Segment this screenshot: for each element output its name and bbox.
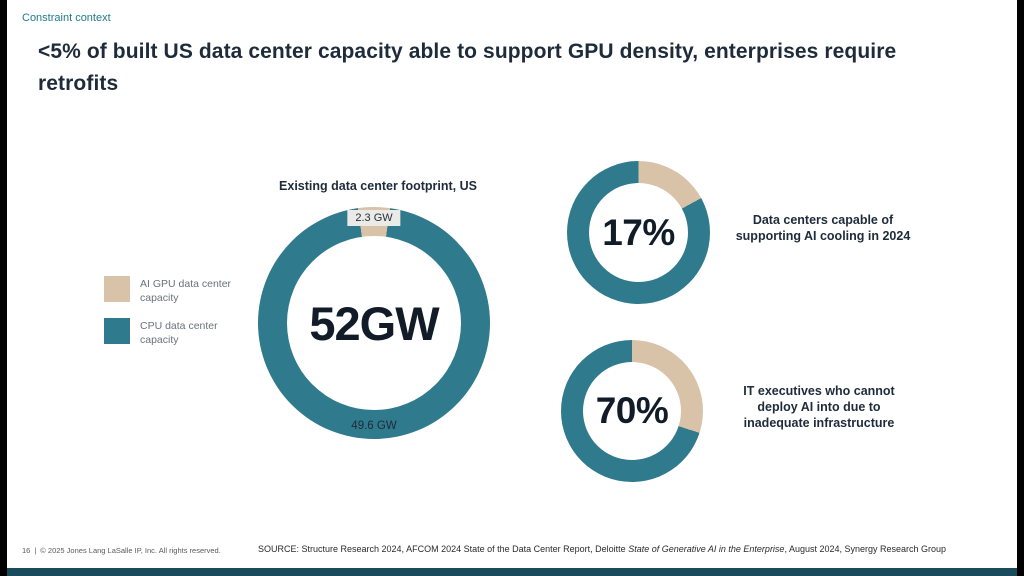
footer-copyright: 16 | © 2025 Jones Lang LaSalle IP, Inc. Al… <box>22 546 221 555</box>
legend-swatch-ai-gpu <box>104 276 130 302</box>
donut-center-value-footprint: 52GW <box>309 296 439 350</box>
donut-chart-footprint: 52GW 2.3 GW 49.6 GW <box>258 207 490 439</box>
source-text-suffix: , August 2024, Synergy Research Group <box>784 544 947 554</box>
slice-label-cpu: 49.6 GW <box>351 420 397 432</box>
legend: AI GPU data center capacity CPU data cen… <box>104 276 248 360</box>
slice-label-ai-gpu: 2.3 GW <box>347 210 401 226</box>
bottom-accent-bar <box>0 568 1024 576</box>
page-title: <5% of built US data center capacity abl… <box>38 40 897 95</box>
donut-chart-it-executives: 70% <box>561 340 703 482</box>
donut-chart-ai-cooling: 17% <box>567 161 710 304</box>
donut-center-value-it-executives: 70% <box>595 390 669 431</box>
footer-separator: | <box>34 546 37 555</box>
left-black-bar <box>0 0 7 576</box>
legend-label-ai-gpu: AI GPU data center capacity <box>140 278 232 304</box>
legend-label-cpu: CPU data center capacity <box>140 320 218 346</box>
donut-caption-it-executives: IT executives who cannot deploy AI into … <box>743 384 895 430</box>
right-black-bar <box>1017 0 1024 576</box>
footer-source: SOURCE: Structure Research 2024, AFCOM 2… <box>258 544 1013 554</box>
main-chart-title: Existing data center footprint, US <box>279 179 477 193</box>
legend-swatch-cpu <box>104 318 130 344</box>
slide-category-label: Constraint context <box>22 12 111 24</box>
source-text-prefix: SOURCE: Structure Research 2024, AFCOM 2… <box>258 544 629 554</box>
source-text-italic: State of Generative AI in the Enterprise <box>628 544 785 554</box>
donut-center-value-ai-cooling: 17% <box>602 211 675 253</box>
copyright-text: © 2025 Jones Lang LaSalle IP, Inc. All r… <box>40 546 221 555</box>
legend-item-cpu: CPU data center capacity <box>104 318 248 347</box>
donut-caption-ai-cooling: Data centers capable of supporting AI co… <box>735 213 911 243</box>
donut-hole-it-executives: 70% <box>583 362 681 460</box>
page-number: 16 <box>22 546 31 555</box>
legend-item-ai-gpu: AI GPU data center capacity <box>104 276 248 305</box>
donut-hole-ai-cooling: 17% <box>589 183 688 282</box>
donut-hole-footprint: 52GW <box>287 236 461 410</box>
